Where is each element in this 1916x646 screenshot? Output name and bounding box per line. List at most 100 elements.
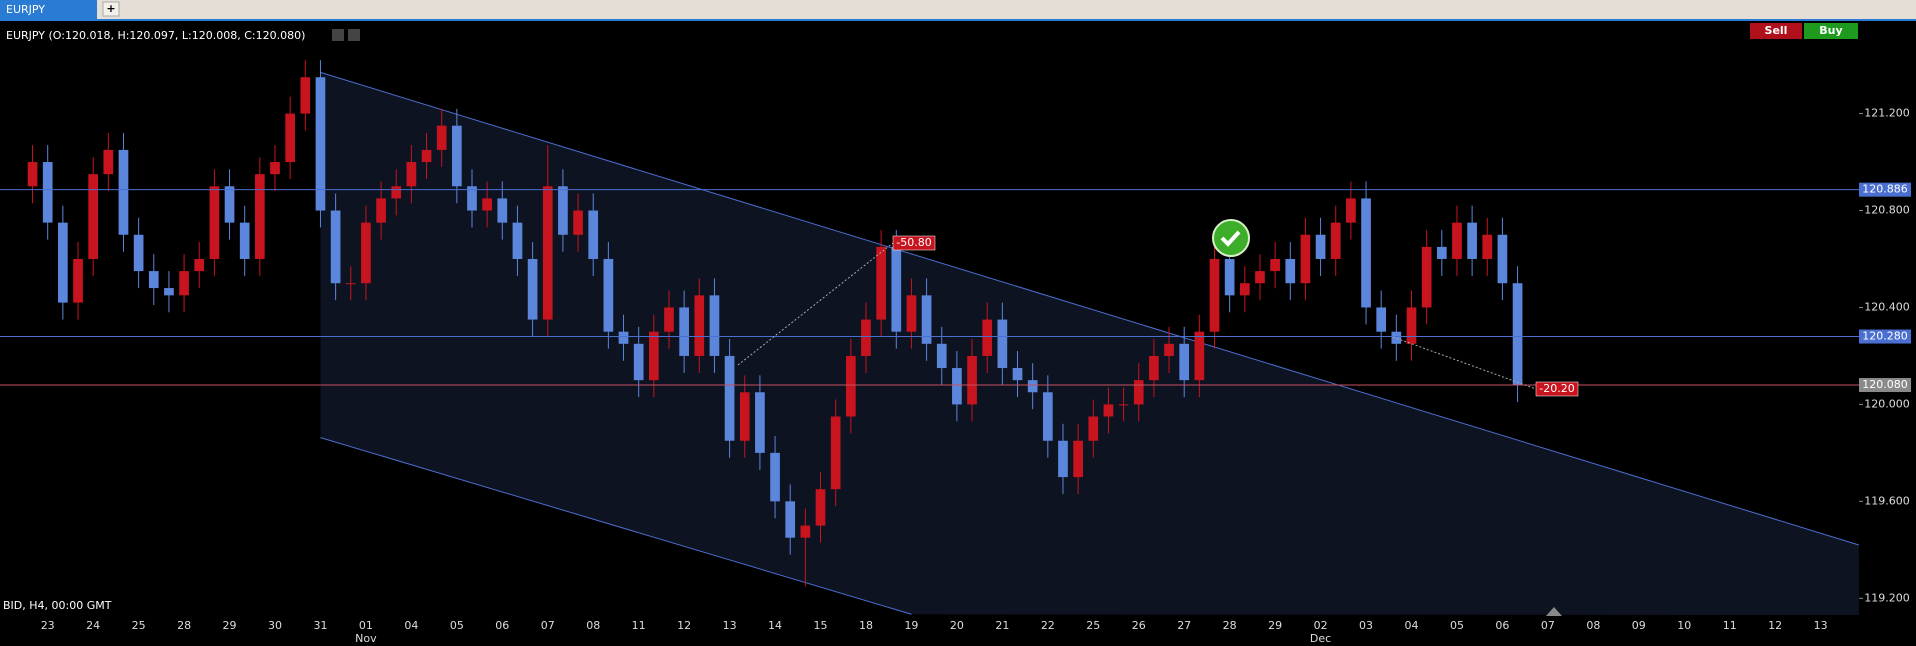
candle-body xyxy=(1027,380,1038,393)
candle-body xyxy=(679,307,689,356)
candle-body xyxy=(1270,258,1280,272)
candle-body xyxy=(482,198,492,211)
candle-body xyxy=(845,355,856,417)
x-tick-label: 03 xyxy=(1359,619,1373,632)
x-tick-label: 11 xyxy=(632,619,646,632)
candle-body xyxy=(1376,307,1387,332)
candle-body xyxy=(648,331,659,381)
candle-body xyxy=(209,186,220,259)
x-tick-label: 13 xyxy=(723,619,737,632)
x-tick-label: 25 xyxy=(1086,619,1100,632)
x-tick-label: 15 xyxy=(814,619,828,632)
candle-body xyxy=(1406,307,1417,344)
candle-body xyxy=(1346,198,1356,223)
candle-body xyxy=(876,246,886,320)
measure-line xyxy=(737,242,894,366)
candle-body xyxy=(1315,234,1326,259)
candle-body xyxy=(724,355,735,441)
candle-body xyxy=(1118,404,1129,406)
candle-body xyxy=(982,319,993,356)
annotation-label: -50.80 xyxy=(896,236,931,249)
y-tick-label: 121.200 xyxy=(1864,107,1910,120)
x-tick-label: 30 xyxy=(268,619,282,632)
signal-check xyxy=(1220,230,1241,247)
x-tick-label: 22 xyxy=(1041,619,1055,632)
candle-body xyxy=(755,392,765,453)
candle-body xyxy=(88,174,99,259)
x-tick-label: 09 xyxy=(1632,619,1646,632)
time-marker xyxy=(1546,607,1562,616)
x-tick-label: 18 xyxy=(859,619,873,632)
settings-icon[interactable] xyxy=(332,29,344,41)
candle-body xyxy=(664,307,674,332)
plot-area xyxy=(0,60,1859,615)
x-tick-label: 06 xyxy=(495,619,509,632)
add-tab-button[interactable] xyxy=(102,1,120,17)
x-tick-label: 06 xyxy=(1495,619,1509,632)
x-tick-label: 14 xyxy=(768,619,782,632)
candle-body xyxy=(1452,222,1462,259)
x-tick-label: 02 xyxy=(1314,619,1328,632)
channel-line xyxy=(320,71,1859,546)
measure-line xyxy=(1392,336,1537,390)
candle-body xyxy=(1164,343,1174,356)
candle-body xyxy=(345,283,356,285)
tab-label: EURJPY xyxy=(6,3,45,16)
x-tick-label: 19 xyxy=(904,619,918,632)
x-tick-label: 12 xyxy=(677,619,691,632)
candle-body xyxy=(527,258,538,320)
x-tick-label: 21 xyxy=(995,619,1009,632)
candle-body xyxy=(785,501,796,538)
x-tick-label: 25 xyxy=(132,619,146,632)
candle-body xyxy=(906,295,917,332)
buy-button[interactable] xyxy=(1804,23,1858,39)
candle-body xyxy=(224,186,235,223)
candle-body xyxy=(330,210,341,284)
candle-body xyxy=(239,222,250,259)
feed-label: BID, H4, 00:00 GMT xyxy=(3,599,112,612)
y-tick-label: 119.200 xyxy=(1864,591,1910,604)
month-label: Dec xyxy=(1310,632,1331,645)
candle-body xyxy=(967,355,977,405)
price-line-tag xyxy=(1859,329,1911,344)
annotation-label: -20.20 xyxy=(1539,382,1574,395)
overlay: 119.200 119.600 120.000 120.400 120.800 121.2… xyxy=(41,107,1911,645)
candle-body xyxy=(133,234,144,272)
tab[interactable] xyxy=(0,0,97,19)
settings-icon[interactable] xyxy=(348,29,360,41)
candle-body xyxy=(573,210,583,235)
candle-body xyxy=(1179,343,1190,381)
x-tick-label: 04 xyxy=(1405,619,1419,632)
quote-header: EURJPY (O:120.018, H:120.097, L:120.008,… xyxy=(6,29,305,42)
candle-body xyxy=(285,113,296,163)
candle-body xyxy=(1088,416,1099,441)
candle-body xyxy=(512,222,523,259)
candle-body xyxy=(421,149,432,163)
x-tick-label: 05 xyxy=(450,619,464,632)
candle-body xyxy=(1209,258,1220,332)
candle-body xyxy=(1482,234,1493,259)
x-tick-label: 29 xyxy=(223,619,237,632)
candle-body xyxy=(1073,440,1083,478)
x-tick-label: 26 xyxy=(1132,619,1146,632)
sell-button[interactable] xyxy=(1750,23,1802,39)
candle-body xyxy=(376,198,386,223)
candle-body xyxy=(254,174,265,259)
x-tick-label: 28 xyxy=(1223,619,1237,632)
candle-body xyxy=(164,288,174,296)
candle-body xyxy=(1285,258,1296,284)
x-tick-label: 29 xyxy=(1268,619,1282,632)
x-tick-label: 20 xyxy=(950,619,964,632)
candle-body xyxy=(436,125,447,150)
candle-body xyxy=(315,77,326,211)
x-tick-label: 27 xyxy=(1177,619,1191,632)
x-tick-label: 01 xyxy=(359,619,373,632)
price-line-label: 120.886 xyxy=(1862,183,1908,196)
x-tick-label: 05 xyxy=(1450,619,1464,632)
candle-body xyxy=(588,210,599,259)
buy-label: Buy xyxy=(1819,24,1842,37)
candle-body xyxy=(770,452,780,502)
candle-body xyxy=(467,186,477,211)
candle-body xyxy=(739,392,750,441)
